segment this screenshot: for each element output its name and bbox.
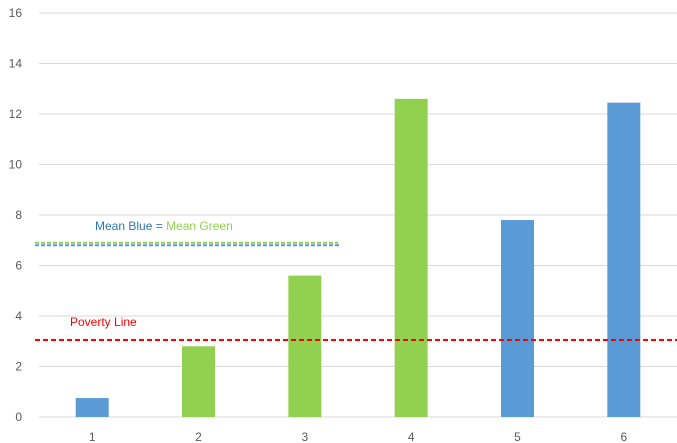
y-tick-label: 16 xyxy=(9,6,23,20)
mean-green-label: Mean Green xyxy=(166,219,233,233)
bar-3 xyxy=(288,275,322,417)
y-tick-label: 4 xyxy=(15,309,22,323)
bar-5 xyxy=(501,220,534,417)
x-tick-label: 6 xyxy=(620,430,627,443)
y-tick-label: 12 xyxy=(9,107,23,121)
bar-1 xyxy=(75,398,109,417)
x-tick-label: 5 xyxy=(514,430,521,443)
y-tick-label: 0 xyxy=(15,410,22,424)
bar-6 xyxy=(607,102,641,417)
y-axis-tick-labels: 0 2 4 6 8 10 12 14 16 xyxy=(9,6,23,424)
y-tick-label: 8 xyxy=(15,208,22,222)
y-tick-label: 14 xyxy=(9,57,23,71)
poverty-line-label: Poverty Line xyxy=(70,315,137,329)
y-tick-label: 6 xyxy=(15,259,22,273)
bar-2 xyxy=(182,346,215,417)
x-axis-tick-labels: 1 2 3 4 5 6 xyxy=(89,430,628,443)
x-tick-label: 3 xyxy=(301,430,308,443)
x-tick-label: 2 xyxy=(195,430,202,443)
x-tick-label: 4 xyxy=(408,430,415,443)
mean-blue-label: Mean Blue xyxy=(95,219,153,233)
x-tick-label: 1 xyxy=(89,430,96,443)
y-tick-label: 2 xyxy=(15,360,22,374)
bars xyxy=(75,98,641,417)
bar-4 xyxy=(394,98,428,417)
y-tick-label: 10 xyxy=(9,158,23,172)
reference-lines xyxy=(35,241,677,341)
gridlines xyxy=(39,12,677,418)
mean-annotation: Mean Blue = Mean Green xyxy=(95,219,233,233)
mean-equals: = xyxy=(152,219,166,233)
